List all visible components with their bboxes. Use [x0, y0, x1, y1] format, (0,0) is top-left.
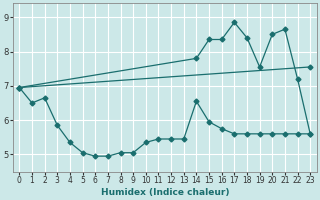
X-axis label: Humidex (Indice chaleur): Humidex (Indice chaleur) — [100, 188, 229, 197]
